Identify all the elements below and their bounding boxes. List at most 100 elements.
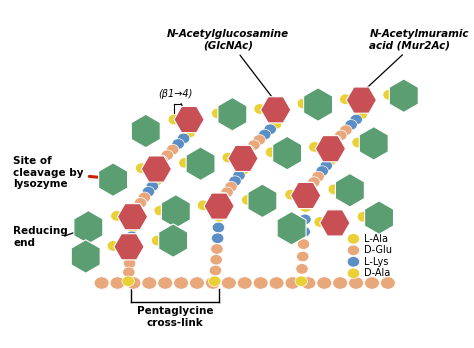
Text: D-Glu: D-Glu (364, 245, 392, 255)
Ellipse shape (242, 195, 253, 205)
Ellipse shape (134, 198, 146, 208)
Ellipse shape (347, 256, 360, 267)
Ellipse shape (161, 150, 173, 160)
Ellipse shape (304, 182, 316, 193)
Ellipse shape (270, 119, 282, 129)
Ellipse shape (340, 125, 352, 135)
Ellipse shape (237, 277, 252, 289)
Ellipse shape (150, 161, 163, 172)
Ellipse shape (179, 158, 191, 168)
Ellipse shape (259, 129, 271, 140)
Ellipse shape (365, 277, 379, 289)
Ellipse shape (297, 251, 309, 262)
Ellipse shape (130, 203, 143, 214)
Ellipse shape (312, 171, 324, 182)
Ellipse shape (308, 177, 320, 187)
Text: Reducing
end: Reducing end (13, 226, 68, 248)
Ellipse shape (206, 277, 220, 289)
Ellipse shape (347, 245, 360, 255)
Ellipse shape (211, 244, 223, 254)
Ellipse shape (324, 155, 337, 165)
Ellipse shape (229, 176, 241, 186)
Ellipse shape (335, 130, 347, 141)
Ellipse shape (352, 137, 364, 148)
Text: Pentaglycine
cross-link: Pentaglycine cross-link (137, 306, 213, 327)
Ellipse shape (265, 147, 277, 158)
Ellipse shape (222, 152, 234, 163)
Ellipse shape (94, 277, 109, 289)
Ellipse shape (350, 114, 363, 125)
Ellipse shape (123, 258, 136, 269)
Text: L-Lys: L-Lys (364, 257, 388, 267)
Ellipse shape (217, 193, 229, 203)
Ellipse shape (213, 212, 225, 222)
Ellipse shape (248, 140, 260, 150)
Ellipse shape (122, 276, 134, 286)
Text: D-Ala: D-Ala (364, 268, 390, 278)
Ellipse shape (345, 120, 357, 130)
Text: L-Ala: L-Ala (364, 234, 388, 244)
Ellipse shape (285, 277, 300, 289)
Ellipse shape (339, 94, 351, 104)
Ellipse shape (309, 142, 320, 152)
Ellipse shape (297, 239, 310, 250)
Ellipse shape (126, 231, 138, 242)
Ellipse shape (210, 254, 222, 265)
Ellipse shape (347, 268, 360, 278)
Ellipse shape (123, 267, 135, 277)
Ellipse shape (300, 202, 312, 212)
Ellipse shape (254, 104, 265, 114)
Ellipse shape (138, 192, 151, 203)
Ellipse shape (349, 277, 364, 289)
Ellipse shape (297, 98, 309, 109)
Ellipse shape (381, 277, 395, 289)
Ellipse shape (190, 277, 204, 289)
Ellipse shape (333, 277, 347, 289)
Ellipse shape (300, 188, 312, 198)
Ellipse shape (221, 187, 233, 198)
Ellipse shape (299, 214, 311, 225)
Ellipse shape (301, 277, 316, 289)
Ellipse shape (264, 124, 276, 135)
Ellipse shape (316, 166, 328, 176)
Ellipse shape (183, 127, 195, 138)
Ellipse shape (166, 144, 179, 155)
Ellipse shape (150, 175, 163, 186)
Ellipse shape (295, 276, 308, 286)
Ellipse shape (209, 265, 222, 276)
Ellipse shape (111, 211, 122, 221)
Ellipse shape (173, 277, 189, 289)
Ellipse shape (107, 240, 119, 251)
Ellipse shape (158, 277, 173, 289)
Ellipse shape (296, 263, 308, 274)
Ellipse shape (242, 145, 255, 156)
Ellipse shape (142, 277, 157, 289)
Ellipse shape (329, 135, 342, 146)
Ellipse shape (154, 205, 166, 216)
Ellipse shape (110, 277, 125, 289)
Ellipse shape (324, 141, 337, 151)
Ellipse shape (151, 235, 163, 246)
Ellipse shape (172, 139, 184, 149)
Ellipse shape (221, 277, 236, 289)
Text: N-Acetylglucosamine
(GlcNAc): N-Acetylglucosamine (GlcNAc) (167, 29, 289, 100)
Ellipse shape (211, 233, 224, 244)
Ellipse shape (127, 209, 139, 219)
Ellipse shape (320, 160, 333, 171)
Text: N-Acetylmuramic
acid (Mur2Ac): N-Acetylmuramic acid (Mur2Ac) (364, 29, 469, 91)
Ellipse shape (125, 240, 137, 251)
Ellipse shape (126, 277, 141, 289)
Ellipse shape (237, 150, 249, 161)
Ellipse shape (317, 277, 332, 289)
Ellipse shape (253, 277, 268, 289)
Ellipse shape (285, 189, 297, 200)
Text: Site of
cleavage by
lysozyme: Site of cleavage by lysozyme (13, 156, 127, 189)
Ellipse shape (225, 181, 237, 192)
Ellipse shape (213, 198, 225, 209)
Ellipse shape (383, 89, 395, 100)
Ellipse shape (269, 277, 284, 289)
Ellipse shape (211, 108, 223, 119)
Ellipse shape (177, 133, 190, 144)
Ellipse shape (298, 227, 310, 237)
Ellipse shape (136, 163, 147, 173)
